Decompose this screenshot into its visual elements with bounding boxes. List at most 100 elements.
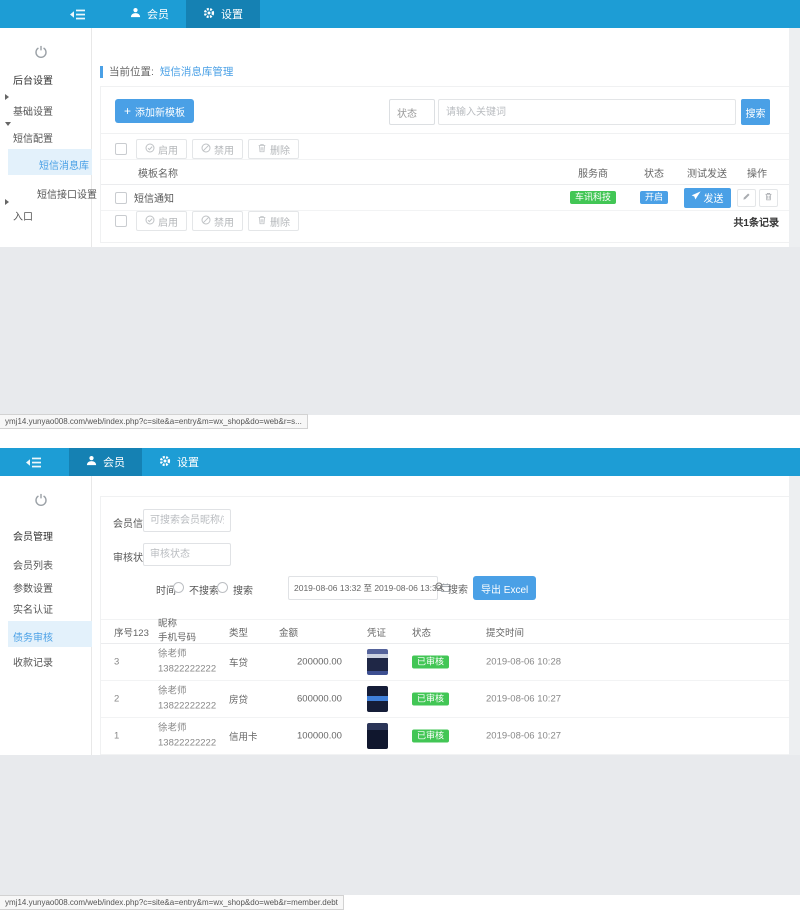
- col-voucher: 凭证: [367, 627, 387, 639]
- caret-right-icon: [5, 94, 9, 100]
- table-row: 1 徐老师 13822222222 信用卡 100000.00 已审核 2019…: [101, 718, 789, 755]
- gear-icon: [159, 455, 171, 470]
- type-cell: 房贷: [229, 695, 249, 706]
- col-submit-time: 提交时间: [486, 627, 525, 639]
- submit-time-cell: 2019-08-06 10:27: [486, 693, 562, 705]
- tab-label: 会员: [147, 9, 169, 21]
- col-status: 状态: [644, 168, 664, 180]
- breadcrumb-accent-bar: [100, 65, 103, 78]
- sidebar-item-parameter-settings[interactable]: 参数设置: [13, 584, 53, 595]
- table-header: 模板名称 服务商 状态 测试发送 操作: [101, 159, 789, 185]
- status-cell: 已审核: [412, 655, 450, 669]
- check-circle-icon: [145, 143, 155, 156]
- voucher-thumbnail[interactable]: [367, 723, 388, 749]
- template-name: 短信通知: [134, 194, 174, 205]
- member-debt-screenshot: 会员 设置 会员管理 会员列表 参数设置 实名认证 债务审核 收款记录 会员信息…: [0, 448, 800, 917]
- sidebar-item-member-list[interactable]: 会员列表: [13, 561, 53, 572]
- status-badge: 已审核: [412, 655, 450, 669]
- select-all-checkbox[interactable]: [115, 143, 127, 155]
- sidebar-item-sms-library[interactable]: 短信消息库: [39, 161, 89, 172]
- sidebar-item-debt-review[interactable]: 债务审核: [13, 633, 53, 644]
- delete-button[interactable]: 删除: [248, 211, 299, 231]
- disable-button[interactable]: 禁用: [192, 139, 243, 159]
- status-select[interactable]: 状态: [389, 99, 435, 125]
- amount-cell: 100000.00: [297, 730, 342, 742]
- sidebar-item-sms-config[interactable]: 短信配置: [13, 134, 53, 145]
- trash-icon: [257, 215, 267, 228]
- power-icon[interactable]: [34, 493, 48, 507]
- sidebar-item-basic-settings[interactable]: 基础设置: [13, 107, 53, 118]
- ban-circle-icon: [201, 143, 211, 156]
- sidebar-item-entry[interactable]: 入口: [13, 212, 33, 223]
- divider: [101, 133, 789, 134]
- status-badge: 已审核: [412, 692, 450, 706]
- export-excel-button[interactable]: 导出 Excel: [473, 576, 537, 600]
- audit-status-input[interactable]: [143, 543, 231, 566]
- sidebar-item-sms-interface[interactable]: 短信接口设置: [37, 190, 97, 201]
- amount-cell: 600000.00: [297, 693, 342, 705]
- row-checkbox[interactable]: [115, 191, 127, 204]
- tab-settings[interactable]: 设置: [186, 0, 260, 28]
- enable-button[interactable]: 启用: [136, 211, 187, 231]
- nickname-phone-cell: 徐老师 13822222222: [158, 685, 217, 711]
- enable-button[interactable]: 启用: [136, 139, 187, 159]
- send-button[interactable]: 发送: [683, 187, 731, 208]
- provider-badge: 车讯科技: [569, 191, 616, 204]
- type-cell: 车贷: [229, 658, 249, 669]
- tab-member[interactable]: 会员: [113, 0, 186, 28]
- select-all-checkbox[interactable]: [115, 215, 127, 227]
- col-action: 操作: [747, 168, 767, 180]
- tab-member[interactable]: 会员: [69, 448, 142, 476]
- radio-no-search[interactable]: [173, 582, 184, 593]
- delete-button[interactable]: 删除: [248, 139, 299, 159]
- table-row: 2 徐老师 13822222222 房贷 600000.00 已审核 2019-…: [101, 681, 789, 718]
- member-info-input[interactable]: [143, 509, 231, 532]
- search-button[interactable]: 搜索: [741, 99, 770, 125]
- caret-right-icon: [5, 199, 9, 205]
- tab-label: 设置: [177, 457, 199, 469]
- status-cell: 已审核: [412, 692, 450, 706]
- search-button[interactable]: 搜索: [435, 576, 468, 600]
- time-label: 时间: [156, 586, 176, 597]
- browser-status-url: ymj14.yunyao008.com/web/index.php?c=site…: [0, 895, 344, 910]
- debt-review-panel: 会员信息 审核状态 时间 不搜索 搜索 2019-08-06 13:32 至 2…: [100, 496, 790, 755]
- page-background: [0, 247, 800, 415]
- amount-cell: 200000.00: [297, 656, 342, 668]
- keyword-input[interactable]: [438, 99, 736, 125]
- settings-screenshot: 会员 设置 后台设置 基础设置 短信配置 短信消息库 短信接口设置 入口 当前位…: [0, 0, 800, 448]
- sidebar-divider: [91, 28, 92, 247]
- sidebar-item-payment-records[interactable]: 收款记录: [13, 658, 53, 669]
- tab-label: 设置: [221, 9, 243, 21]
- collapse-menu-icon[interactable]: [70, 9, 85, 20]
- trash-icon: [764, 192, 773, 204]
- plus-icon: +: [124, 104, 132, 118]
- delete-row-button[interactable]: [758, 188, 778, 207]
- power-icon[interactable]: [34, 45, 48, 59]
- breadcrumb-current-link[interactable]: 短信消息库管理: [159, 66, 234, 78]
- scrollbar-gutter: [789, 476, 800, 755]
- status-badge: 已审核: [412, 729, 450, 743]
- user-icon: [86, 455, 97, 469]
- date-range-picker[interactable]: 2019-08-06 13:32 至 2019-08-06 13:32: [288, 576, 451, 600]
- disable-button[interactable]: 禁用: [192, 211, 243, 231]
- record-count: 共1条记录: [733, 217, 779, 229]
- radio-search[interactable]: [217, 582, 228, 593]
- voucher-thumbnail[interactable]: [367, 686, 388, 712]
- provider-cell: 车讯科技: [557, 191, 629, 204]
- table-row: 短信通知 车讯科技 开启 发送: [101, 185, 789, 211]
- edit-button[interactable]: [736, 188, 756, 207]
- sidebar-item-realname-verify[interactable]: 实名认证: [13, 605, 53, 616]
- sidebar-title: 后台设置: [13, 76, 53, 87]
- col-serial: 序号123: [114, 627, 149, 639]
- add-template-button[interactable]: + 添加新模板: [115, 99, 195, 123]
- type-cell: 信用卡: [229, 732, 258, 743]
- breadcrumb: 当前位置: 短信消息库管理: [100, 64, 233, 79]
- scrollbar-gutter: [789, 28, 800, 247]
- top-nav: 会员 设置: [0, 448, 800, 476]
- radio-search-label: 搜索: [233, 586, 253, 597]
- voucher-thumbnail[interactable]: [367, 649, 388, 675]
- page-background: [0, 755, 800, 895]
- collapse-menu-icon[interactable]: [26, 457, 41, 468]
- col-status: 状态: [412, 627, 432, 639]
- tab-settings[interactable]: 设置: [142, 448, 216, 476]
